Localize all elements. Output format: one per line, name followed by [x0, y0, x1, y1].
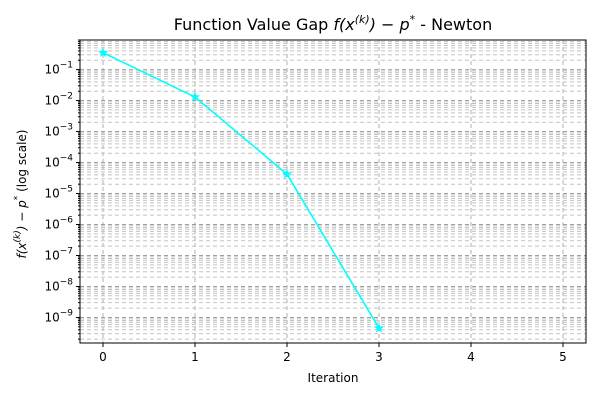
x-tick-label: 1 — [191, 350, 199, 364]
y-tick-label: 10−5 — [44, 185, 73, 201]
grid-layer — [80, 39, 586, 343]
x-tick-label: 2 — [283, 350, 291, 364]
y-tick-label: 10−8 — [44, 277, 73, 293]
data-point-marker — [373, 322, 385, 333]
series-layer — [97, 47, 385, 333]
y-tick-label: 10−7 — [44, 246, 73, 262]
plot-frame — [79, 39, 587, 344]
y-tick-label: 10−6 — [44, 216, 73, 232]
data-point-marker — [189, 91, 201, 102]
chart-title: Function Value Gap f(x(k)) − p* - Newton — [174, 13, 492, 34]
x-tick-label: 5 — [559, 350, 567, 364]
y-axis-label: f(x(k)) − p* (log scale) — [13, 130, 29, 259]
data-point-marker — [281, 168, 293, 179]
y-tick-label: 10−1 — [44, 61, 73, 77]
data-point-marker — [97, 47, 109, 58]
axis-layer: 0 1 2 3 4 5 10−9 10−8 10−7 10−6 10−5 10−4 10−3 10−2 10… — [44, 39, 567, 364]
y-tick-label: 10−3 — [44, 123, 73, 139]
y-tick-label: 10−9 — [44, 308, 73, 324]
x-tick-label: 0 — [99, 350, 107, 364]
y-tick-label: 10−4 — [44, 154, 73, 170]
x-tick-label: 3 — [375, 350, 383, 364]
x-axis-label: Iteration — [308, 371, 359, 385]
y-tick-label: 10−2 — [44, 92, 73, 108]
x-tick-label: 4 — [467, 350, 475, 364]
series-line — [102, 51, 380, 329]
